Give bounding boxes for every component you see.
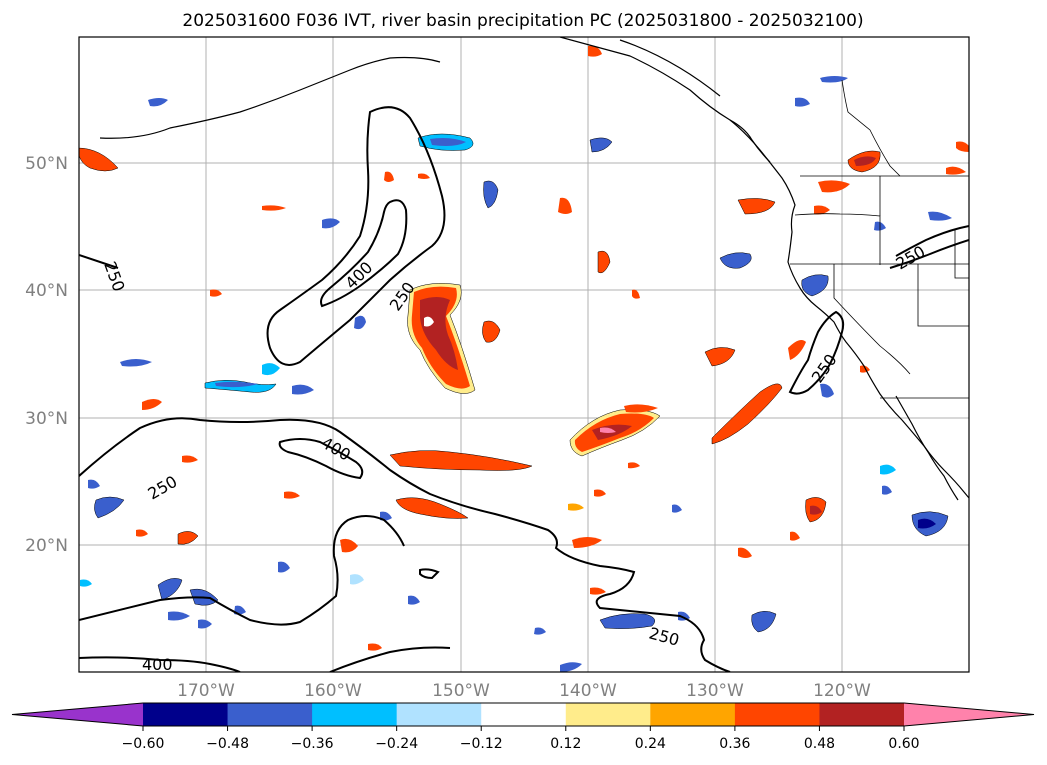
lat-label: 50°N — [25, 154, 68, 174]
lat-label: 20°N — [25, 536, 68, 556]
colorbar: −0.60 −0.48 −0.36 −0.24 −0.12 0.12 0.24 0.36 0.4… — [11, 702, 1035, 752]
map-title: 2025031600 F036 IVT, river basin precipi… — [182, 11, 863, 31]
ivt-contours — [79, 106, 969, 672]
colorbar-segment — [819, 703, 905, 726]
lat-label: 40°N — [25, 281, 68, 301]
colorbar-segment — [227, 703, 313, 726]
lon-label: 130°W — [686, 681, 744, 701]
lat-label: 30°N — [25, 409, 68, 429]
colorbar-tick-label: −0.60 — [122, 736, 165, 752]
colorbar-extend-low — [12, 703, 143, 726]
map-area: 250 400 250 400 250 250 400 250 250 — [79, 37, 969, 674]
colorbar-tick-label: 0.36 — [719, 736, 750, 752]
colorbar-tick-label: −0.48 — [206, 736, 249, 752]
colorbar-tick-label: −0.12 — [460, 736, 503, 752]
lon-label: 120°W — [813, 681, 871, 701]
map-frame — [78, 36, 970, 673]
colorbar-tick-label: 0.24 — [635, 736, 666, 752]
lon-label: 140°W — [559, 681, 617, 701]
colorbar-extend-high — [904, 703, 1034, 726]
colorbar-segment — [734, 703, 820, 726]
contour-label: 400 — [142, 655, 173, 674]
colorbar-tick-label: 0.60 — [888, 736, 919, 752]
borders — [790, 79, 969, 399]
colorbar-tick-label: −0.36 — [291, 736, 334, 752]
colorbar-segment — [396, 703, 482, 726]
colorbar-tick-label: 0.48 — [804, 736, 835, 752]
lon-label: 150°W — [432, 681, 490, 701]
colorbar-segment — [481, 703, 567, 726]
longitude-labels: 170°W 160°W 150°W 140°W 130°W 120°W — [177, 681, 871, 701]
colorbar-tick-label: −0.24 — [375, 736, 418, 752]
lon-label: 160°W — [304, 681, 362, 701]
latitude-labels: 50°N 40°N 30°N 20°N — [25, 154, 68, 556]
lon-label: 170°W — [177, 681, 235, 701]
colorbar-segment — [312, 703, 398, 726]
colorbar-tick-label: 0.12 — [550, 736, 581, 752]
colorbar-segment — [143, 703, 229, 726]
colorbar-segment — [565, 703, 651, 726]
colorbar-segment — [650, 703, 736, 726]
coastlines — [99, 37, 969, 501]
positive-pc-regions — [79, 45, 969, 651]
